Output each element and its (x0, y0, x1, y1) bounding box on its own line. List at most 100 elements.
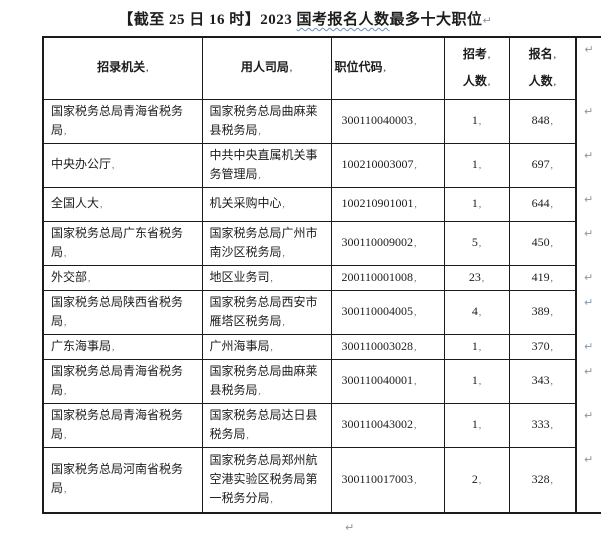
code-cell: 300110003028, (330, 333, 445, 360)
cell-end-mark: , (258, 125, 261, 136)
agency-cell: 国家税务总局广东省税务局, (42, 220, 203, 266)
cell-end-mark: , (414, 376, 417, 386)
cell-end-mark: , (478, 238, 482, 248)
department-cell: 国家税务总局曲麻莱县税务局, (201, 358, 332, 404)
cell-end-mark: , (64, 385, 67, 396)
row-end-mark: ↵ (584, 193, 594, 206)
cell-end-mark: , (550, 272, 553, 283)
table-row: 国家税务总局青海省税务局, 国家税务总局达日县税务局, 300110043002… (42, 402, 601, 448)
cell-end-mark: , (112, 160, 115, 170)
department-cell: 国家税务总局达日县税务局, (201, 402, 332, 448)
row-gutter: ↵ (576, 290, 601, 334)
table-row: 广东海事局, 广州海事局, 300110003028, 1, 370, ↵ (42, 333, 601, 360)
code-cell: 100210901001, (330, 186, 445, 222)
title-wavy-segment: 国考报名人数 (296, 12, 390, 28)
applicants-cell: 697, (508, 142, 577, 188)
table-row: 国家税务总局广东省税务局, 国家税务总局广州市南沙区税务局, 300110009… (42, 220, 601, 266)
header-code: 职位代码, (330, 36, 445, 100)
cell-end-mark: , (100, 199, 103, 209)
department-cell: 国家税务总局曲麻莱县税务局, (201, 98, 332, 144)
cell-end-mark: , (270, 341, 273, 352)
cell-end-mark: , (146, 63, 149, 74)
cell-end-mark: , (282, 199, 285, 209)
cell-end-mark: , (550, 199, 553, 209)
row-gutter: ↵ (576, 403, 601, 447)
cell-end-mark: , (64, 125, 67, 136)
table-row: 全国人大, 机关采购中心, 100210901001, 1, 644, ↵ (42, 186, 601, 222)
department-cell: 机关采购中心, (201, 186, 332, 222)
cell-end-mark: , (550, 341, 553, 352)
cell-end-mark: , (289, 63, 293, 74)
cell-end-mark: , (553, 50, 556, 61)
row-gutter: ↵ (576, 359, 601, 403)
cell-end-mark: , (383, 63, 386, 74)
openings-cell: 1, (443, 333, 510, 360)
cell-end-mark: , (414, 272, 417, 283)
cell-end-mark: , (246, 429, 249, 440)
row-gutter: ↵ (576, 99, 601, 143)
cell-end-mark: , (478, 420, 482, 430)
openings-cell: 1, (443, 402, 510, 448)
row-end-mark: ↵ (584, 43, 594, 56)
agency-cell: 国家税务总局青海省税务局, (42, 358, 203, 404)
agency-cell: 全国人大, (42, 186, 203, 222)
code-cell: 300110040001, (330, 358, 445, 404)
code-cell: 300110017003, (330, 446, 445, 514)
positions-table: 招录机关, 用人司局, 职位代码, 招考, 人数, 报名, 人数, ↵ 国家税务总局… (42, 36, 601, 514)
cell-end-mark: , (414, 420, 417, 430)
department-cell: 广州海事局, (201, 333, 332, 360)
cell-end-mark: , (270, 272, 273, 283)
applicants-cell: 450, (508, 220, 577, 266)
department-cell: 地区业务司, (201, 264, 332, 291)
cell-end-mark: , (414, 116, 417, 126)
row-end-mark: ↵ (584, 149, 594, 162)
cell-end-mark: , (553, 77, 556, 88)
paragraph-mark: ↵ (482, 14, 492, 27)
openings-cell: 23, (443, 264, 510, 291)
cell-end-mark: , (258, 169, 261, 180)
cell-end-mark: , (414, 474, 417, 485)
table-row: 外交部, 地区业务司, 200110001008, 23, 419, ↵ (42, 264, 601, 291)
code-cell: 300110009002, (330, 220, 445, 266)
cell-end-mark: , (550, 160, 553, 170)
cell-end-mark: , (550, 238, 553, 248)
header-agency: 招录机关, (42, 36, 203, 100)
cell-end-mark: , (478, 160, 482, 170)
cell-end-mark: , (414, 341, 417, 352)
row-end-mark: ↵ (584, 409, 594, 422)
row-gutter: ↵ (576, 221, 601, 265)
openings-cell: 1, (443, 142, 510, 188)
openings-cell: 2, (443, 446, 510, 514)
cell-end-mark: , (414, 199, 417, 209)
paragraph-mark: ↵ (345, 521, 355, 534)
table-row: 中央办公厅, 中共中央直属机关事务管理局, 100210003007, 1, 6… (42, 142, 601, 188)
cell-end-mark: , (481, 272, 485, 283)
cell-end-mark: , (270, 493, 273, 504)
code-cell: 300110043002, (330, 402, 445, 448)
cell-end-mark: , (487, 50, 491, 61)
cell-end-mark: , (478, 341, 482, 352)
cell-end-mark: , (478, 474, 482, 485)
applicants-cell: 333, (508, 402, 577, 448)
table-header-row: 招录机关, 用人司局, 职位代码, 招考, 人数, 报名, 人数, ↵ (42, 36, 601, 100)
header-openings: 招考, 人数, (443, 36, 510, 100)
code-cell: 300110040003, (330, 98, 445, 144)
row-end-mark: ↵ (584, 453, 594, 466)
cell-end-mark: , (64, 316, 67, 327)
row-end-mark: ↵ (584, 227, 594, 240)
applicants-cell: 343, (508, 358, 577, 404)
document-page: 【截至 25 日 16 时】2023 国考报名人数最多十大职位↵ 招录机关, 用… (42, 12, 601, 534)
agency-cell: 中央办公厅, (42, 142, 203, 188)
row-gutter: ↵ (576, 334, 601, 359)
header-department: 用人司局, (201, 36, 332, 100)
cell-end-mark: , (414, 160, 417, 170)
header-applicants: 报名, 人数, (508, 36, 577, 100)
row-gutter: ↵ (576, 447, 601, 514)
applicants-cell: 419, (508, 264, 577, 291)
agency-cell: 国家税务总局陕西省税务局, (42, 289, 203, 335)
agency-cell: 外交部, (42, 264, 203, 291)
agency-cell: 国家税务总局青海省税务局, (42, 402, 203, 448)
cell-end-mark: , (550, 307, 553, 317)
cell-end-mark: , (478, 116, 482, 126)
openings-cell: 1, (443, 186, 510, 222)
